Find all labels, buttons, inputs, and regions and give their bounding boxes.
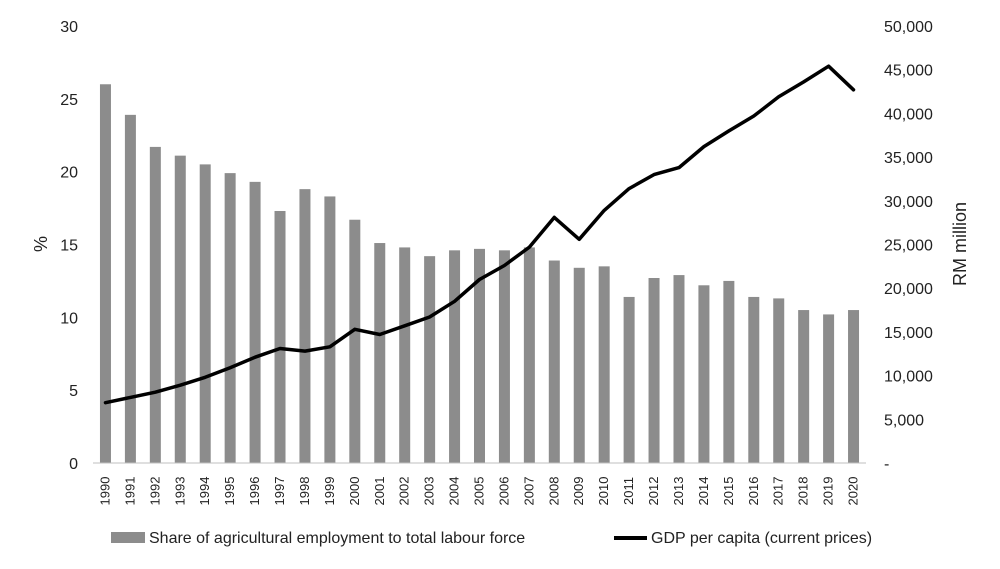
right-tick-label: 20,000 xyxy=(884,281,933,298)
bar xyxy=(149,146,161,464)
right-tick-label: 10,000 xyxy=(884,369,933,386)
bar xyxy=(673,275,685,463)
x-tick-label: 2003 xyxy=(422,477,437,506)
x-tick-label: 1994 xyxy=(197,477,212,506)
x-tick-label: 2020 xyxy=(846,477,861,506)
x-tick-label: 2019 xyxy=(821,477,836,506)
bar-series xyxy=(99,84,860,464)
bar xyxy=(598,266,610,463)
left-tick-label: 25 xyxy=(60,92,78,109)
bar xyxy=(698,285,710,463)
bar xyxy=(374,243,386,463)
bar xyxy=(99,84,111,464)
right-axis-ticks: - 5,000 10,000 15,000 20,000 25,000 30,000 35,0… xyxy=(884,19,933,473)
x-tick-label: 2007 xyxy=(521,477,536,506)
bar xyxy=(548,260,560,463)
legend-bar-label: Share of agricultural employment to tota… xyxy=(149,530,525,547)
x-tick-label: 2006 xyxy=(496,477,511,506)
x-tick-label: 2009 xyxy=(571,477,586,506)
right-tick-label: 15,000 xyxy=(884,325,933,342)
left-axis-title: % xyxy=(31,236,51,252)
left-tick-label: 0 xyxy=(69,456,78,473)
bar xyxy=(124,114,136,464)
x-tick-label: 1990 xyxy=(97,477,112,506)
x-tick-label: 2014 xyxy=(696,477,711,506)
right-axis-title: RM million xyxy=(950,202,970,286)
x-tick-label: 2005 xyxy=(472,477,487,506)
right-tick-label: 30,000 xyxy=(884,194,933,211)
x-tick-label: 1995 xyxy=(222,477,237,506)
bar xyxy=(848,310,860,463)
bar xyxy=(523,247,535,463)
x-axis-ticks: 1990 1991 1992 1993 1994 1995 1996 1997 1998 1999… xyxy=(97,477,860,506)
legend: Share of agricultural employment to tota… xyxy=(111,530,872,547)
bar xyxy=(498,250,510,463)
bar xyxy=(299,189,311,463)
bar xyxy=(249,181,261,463)
left-tick-label: 30 xyxy=(60,19,78,36)
x-tick-label: 2010 xyxy=(596,477,611,506)
x-tick-label: 2016 xyxy=(746,477,761,506)
legend-bar-swatch xyxy=(111,532,145,543)
x-tick-label: 1993 xyxy=(172,477,187,506)
bar xyxy=(324,196,336,463)
x-tick-label: 2002 xyxy=(397,477,412,506)
x-tick-label: 1991 xyxy=(122,477,137,506)
x-tick-label: 2013 xyxy=(671,477,686,506)
bar xyxy=(399,247,411,463)
legend-line-label: GDP per capita (current prices) xyxy=(651,530,872,547)
right-tick-label: 5,000 xyxy=(884,412,924,429)
x-tick-label: 2012 xyxy=(646,477,661,506)
bar xyxy=(224,173,236,463)
x-tick-label: 1996 xyxy=(247,477,262,506)
x-tick-label: 2018 xyxy=(796,477,811,506)
right-tick-label: 45,000 xyxy=(884,63,933,80)
gdp-line xyxy=(103,64,856,405)
bar xyxy=(623,296,635,463)
x-tick-label: 1998 xyxy=(297,477,312,506)
bar xyxy=(723,280,735,463)
bar xyxy=(174,155,186,464)
bar xyxy=(648,278,660,463)
x-tick-label: 1992 xyxy=(147,477,162,506)
bar xyxy=(748,296,760,463)
x-tick-label: 2001 xyxy=(372,477,387,506)
x-tick-label: 2011 xyxy=(621,477,636,505)
right-tick-label: 25,000 xyxy=(884,238,933,255)
left-tick-label: 20 xyxy=(60,165,78,182)
bar xyxy=(274,210,286,463)
bar xyxy=(424,256,436,463)
right-tick-label: - xyxy=(884,456,889,473)
x-tick-label: 2008 xyxy=(546,477,561,506)
left-tick-label: 10 xyxy=(60,310,78,327)
x-tick-label: 2015 xyxy=(721,477,736,506)
line-series xyxy=(103,64,856,405)
bar xyxy=(823,314,835,463)
left-axis-ticks: 0 5 10 15 20 25 30 xyxy=(60,19,78,473)
bar xyxy=(349,219,361,463)
bar xyxy=(798,310,810,463)
left-tick-label: 15 xyxy=(60,238,78,255)
bar xyxy=(449,250,461,463)
bar xyxy=(199,164,211,463)
x-tick-label: 2000 xyxy=(347,477,362,506)
right-tick-label: 40,000 xyxy=(884,106,933,123)
bar xyxy=(474,248,485,463)
bar xyxy=(773,298,785,463)
x-tick-label: 1999 xyxy=(322,477,337,506)
x-tick-label: 2004 xyxy=(447,477,462,506)
x-tick-label: 2017 xyxy=(771,477,786,506)
x-tick-label: 1997 xyxy=(272,477,287,506)
right-tick-label: 35,000 xyxy=(884,150,933,167)
bar xyxy=(573,267,585,463)
right-tick-label: 50,000 xyxy=(884,19,933,36)
left-tick-label: 5 xyxy=(69,383,78,400)
